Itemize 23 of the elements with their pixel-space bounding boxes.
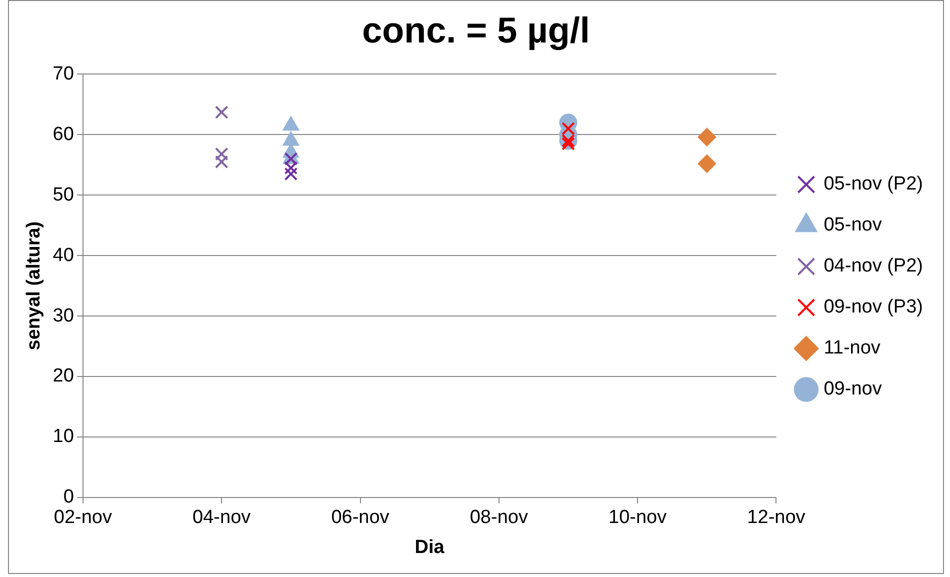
x-tick-label: 12-nov [747,507,806,528]
x-tick-label: 10-nov [608,507,668,528]
x-tick-label: 08-nov [470,507,528,528]
y-tick-label: 50 [52,184,74,206]
legend-label: 05-nov (P2) [824,174,924,195]
legend-label: 05-nov [824,214,882,236]
legend-label: 11-nov [824,338,881,359]
y-tick-label: 0 [63,486,74,508]
y-tick-label: 20 [52,366,74,387]
x-axis-title: Dia [414,536,445,558]
legend-label: 09-nov [824,378,882,400]
legend-label: 09-nov (P3) [824,296,924,318]
legend-label: 04-nov (P2) [824,256,924,277]
x-tick-label: 06-nov [331,507,390,528]
y-tick-label: 60 [52,124,74,145]
y-tick-label: 10 [52,426,74,448]
x-tick-label: 04-nov [192,507,252,528]
y-tick-label: 70 [52,63,74,84]
y-tick-label: 40 [52,244,74,266]
y-tick-label: 30 [52,305,74,326]
chart-title: conc. = 5 µg/l [362,10,590,51]
x-tick-label: 02-nov [54,507,112,528]
y-axis-title: senyal (altura) [24,221,45,350]
